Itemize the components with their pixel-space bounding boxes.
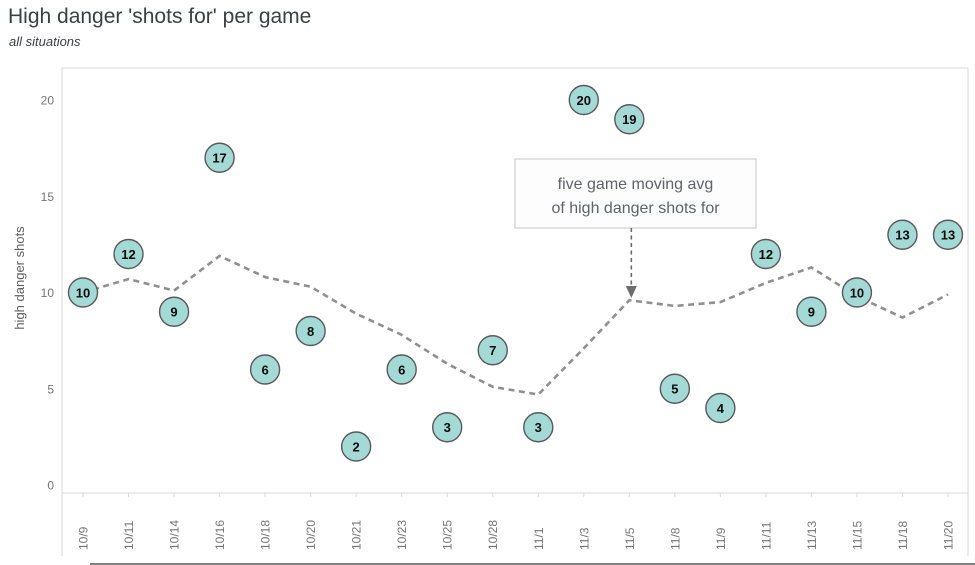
- x-tick-label: 10/21: [350, 520, 364, 550]
- moving-avg-line: [82, 254, 949, 396]
- y-tick-label: 15: [41, 190, 55, 204]
- data-point-circle[interactable]: [659, 373, 691, 404]
- data-point-circle[interactable]: [295, 315, 326, 347]
- data-point-value: 2: [353, 439, 360, 454]
- data-point-circle[interactable]: [887, 219, 918, 250]
- y-tick-label: 10: [41, 286, 55, 300]
- annotation-text-line1: five game moving avg: [558, 176, 714, 193]
- plot-border: [61, 67, 969, 494]
- data-point-circle[interactable]: [113, 238, 144, 270]
- annotation-box: [514, 158, 757, 229]
- x-tick-label: 10/20: [304, 520, 318, 550]
- page-subtitle: all situations: [9, 34, 81, 49]
- x-tick-label: 11/8: [668, 527, 682, 550]
- x-tick-label: 11/18: [896, 521, 910, 550]
- x-tick-label: 10/16: [213, 520, 227, 550]
- x-tick-label: 10/9: [77, 526, 91, 550]
- data-point-value: 10: [850, 285, 864, 300]
- data-point-circle[interactable]: [841, 277, 873, 308]
- data-point-circle[interactable]: [432, 412, 463, 443]
- data-point-circle[interactable]: [158, 296, 190, 327]
- x-tick-label: 11/11: [759, 521, 773, 550]
- data-point-value: 20: [577, 93, 591, 108]
- annotation-text-line2: of high danger shots for: [551, 200, 720, 217]
- data-point-circle[interactable]: [614, 104, 645, 135]
- x-tick-label: 11/3: [577, 527, 591, 550]
- data-point-circle[interactable]: [477, 335, 508, 366]
- data-point-value: 17: [212, 151, 226, 166]
- annotation-arrowhead-icon: [625, 286, 637, 298]
- y-tick-label: 5: [47, 382, 54, 396]
- data-point-circle[interactable]: [932, 219, 964, 250]
- x-tick-label: 11/13: [805, 521, 819, 550]
- data-point-circle[interactable]: [705, 392, 736, 424]
- x-tick-label: 11/9: [714, 527, 728, 550]
- data-point-circle[interactable]: [340, 431, 372, 462]
- data-point-value: 3: [444, 420, 451, 435]
- data-point-value: 8: [307, 324, 314, 339]
- y-tick-label: 20: [41, 94, 55, 108]
- data-point-value: 9: [808, 305, 815, 320]
- y-axis-title: high danger shots: [12, 226, 27, 330]
- data-point-value: 6: [398, 362, 405, 377]
- x-tick-label: 10/11: [122, 521, 136, 550]
- x-tick-label: 11/1: [532, 527, 546, 550]
- y-tick-label: 0: [47, 479, 54, 493]
- data-point-value: 13: [895, 228, 909, 243]
- x-tick-label: 11/5: [623, 527, 637, 550]
- data-point-circle[interactable]: [796, 296, 827, 327]
- data-point-circle[interactable]: [750, 238, 782, 270]
- x-tick-label: 10/23: [395, 520, 409, 550]
- data-point-circle[interactable]: [67, 277, 99, 308]
- data-point-circle[interactable]: [249, 354, 281, 385]
- data-point-value: 7: [489, 343, 496, 358]
- x-tick-label: 10/14: [168, 520, 182, 550]
- page-title: High danger 'shots for' per game: [8, 5, 312, 28]
- data-point-value: 5: [671, 382, 678, 397]
- data-point-circle[interactable]: [568, 84, 599, 116]
- data-point-value: 4: [717, 401, 725, 416]
- x-tick-label: 11/15: [850, 521, 864, 550]
- data-point-value: 13: [941, 228, 955, 243]
- data-point-value: 19: [622, 112, 636, 127]
- data-point-value: 3: [535, 420, 542, 435]
- data-point-value: 6: [261, 362, 268, 377]
- data-point-value: 12: [121, 247, 135, 262]
- data-point-circle[interactable]: [386, 354, 417, 385]
- data-point-value: 12: [759, 247, 773, 262]
- data-point-value: 10: [76, 285, 90, 300]
- x-tick-label: 10/18: [259, 520, 273, 550]
- data-point-circle[interactable]: [523, 412, 554, 443]
- data-point-circle[interactable]: [204, 142, 235, 173]
- x-tick-label: 11/20: [941, 521, 955, 550]
- x-tick-label: 10/25: [441, 520, 455, 550]
- x-tick-label: 10/28: [486, 520, 500, 550]
- data-point-value: 9: [170, 305, 177, 320]
